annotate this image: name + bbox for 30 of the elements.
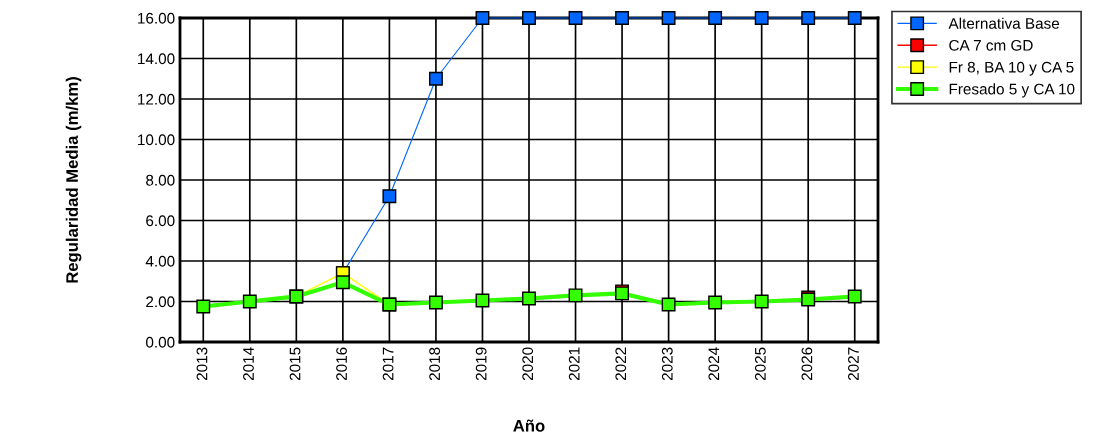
legend-label: Fresado 5 y CA 10 [949,83,1075,98]
x-tick-label: 2016 [336,347,347,381]
y-tick-label: 8.00 [146,174,175,186]
x-tick-label: 2022 [615,347,627,381]
y-tick-label: 16.00 [138,12,175,24]
y-tick-label: 4.00 [145,255,175,267]
x-tick-label: 2020 [522,347,534,381]
y-tick-label: 10.00 [138,134,175,146]
x-axis-title: Año [513,419,545,432]
x-tick-label: 2013 [196,347,208,381]
x-tick-label: 2023 [661,347,673,381]
x-tick-label: 2025 [754,347,766,381]
x-tick-label: 2015 [289,347,301,381]
y-axis-title: Regularidad Media (m/km) [65,77,82,283]
y-tick-label: 2.00 [146,296,175,308]
y-tick-label: 12.00 [138,93,175,105]
y-tick-label: 6.00 [146,215,175,227]
legend-label: CA 7 cm GD [949,39,1033,51]
x-tick-label: 2017 [382,347,394,381]
x-tick-label: 2024 [708,347,720,381]
x-tick-label: 2021 [568,347,580,381]
x-tick-label: 2027 [848,347,859,381]
legend-label: Fr 8, BA 10 y CA 5 [949,61,1074,76]
y-tick-label: 14.00 [138,53,175,65]
y-tick-label: 0.00 [146,336,175,348]
x-tick-label: 2018 [429,347,441,381]
x-tick-label: 2014 [243,347,254,381]
x-tick-label: 2026 [801,347,813,381]
legend-label: Alternativa Base [948,17,1060,29]
x-tick-label: 2019 [475,347,487,381]
